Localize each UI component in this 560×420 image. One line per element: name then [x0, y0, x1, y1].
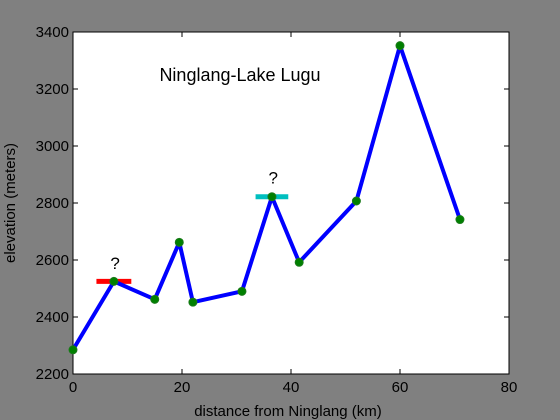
x-tick-label: 40 [283, 379, 300, 396]
y-tick-label: 3000 [36, 138, 69, 155]
annotation-label: ? [110, 254, 119, 273]
x-tick-label: 60 [392, 379, 409, 396]
x-axis-label: distance from Ninglang (km) [194, 403, 382, 420]
data-point [267, 192, 277, 202]
data-point [150, 294, 160, 304]
plot-area [72, 31, 510, 375]
series-group [68, 41, 465, 355]
axis-ticks: 0 20 40 60 80 2200 2400 2600 2800 3000 3200 3400 [36, 24, 518, 396]
chart-title: Ninglang-Lake Lugu [159, 65, 320, 85]
y-axis-label: elevation (meters) [2, 143, 19, 263]
data-point [188, 297, 198, 307]
data-point [174, 237, 184, 247]
data-point [109, 276, 119, 286]
y-tick-label: 3400 [36, 24, 69, 41]
x-tick-label: 0 [69, 379, 77, 396]
y-tick-label: 3200 [36, 81, 69, 98]
y-tick-label: 2200 [36, 366, 69, 383]
x-tick-label: 20 [174, 379, 191, 396]
data-point [68, 345, 78, 355]
x-tick-label: 80 [501, 379, 518, 396]
data-point [237, 286, 247, 296]
data-point [294, 257, 304, 267]
y-tick-label: 2600 [36, 252, 69, 269]
data-point [455, 215, 465, 225]
data-point [351, 196, 361, 206]
y-tick-label: 2800 [36, 195, 69, 212]
data-point [395, 41, 405, 51]
annotation-label: ? [268, 168, 277, 187]
annotations: ?? [110, 168, 278, 273]
y-tick-label: 2400 [36, 309, 69, 326]
